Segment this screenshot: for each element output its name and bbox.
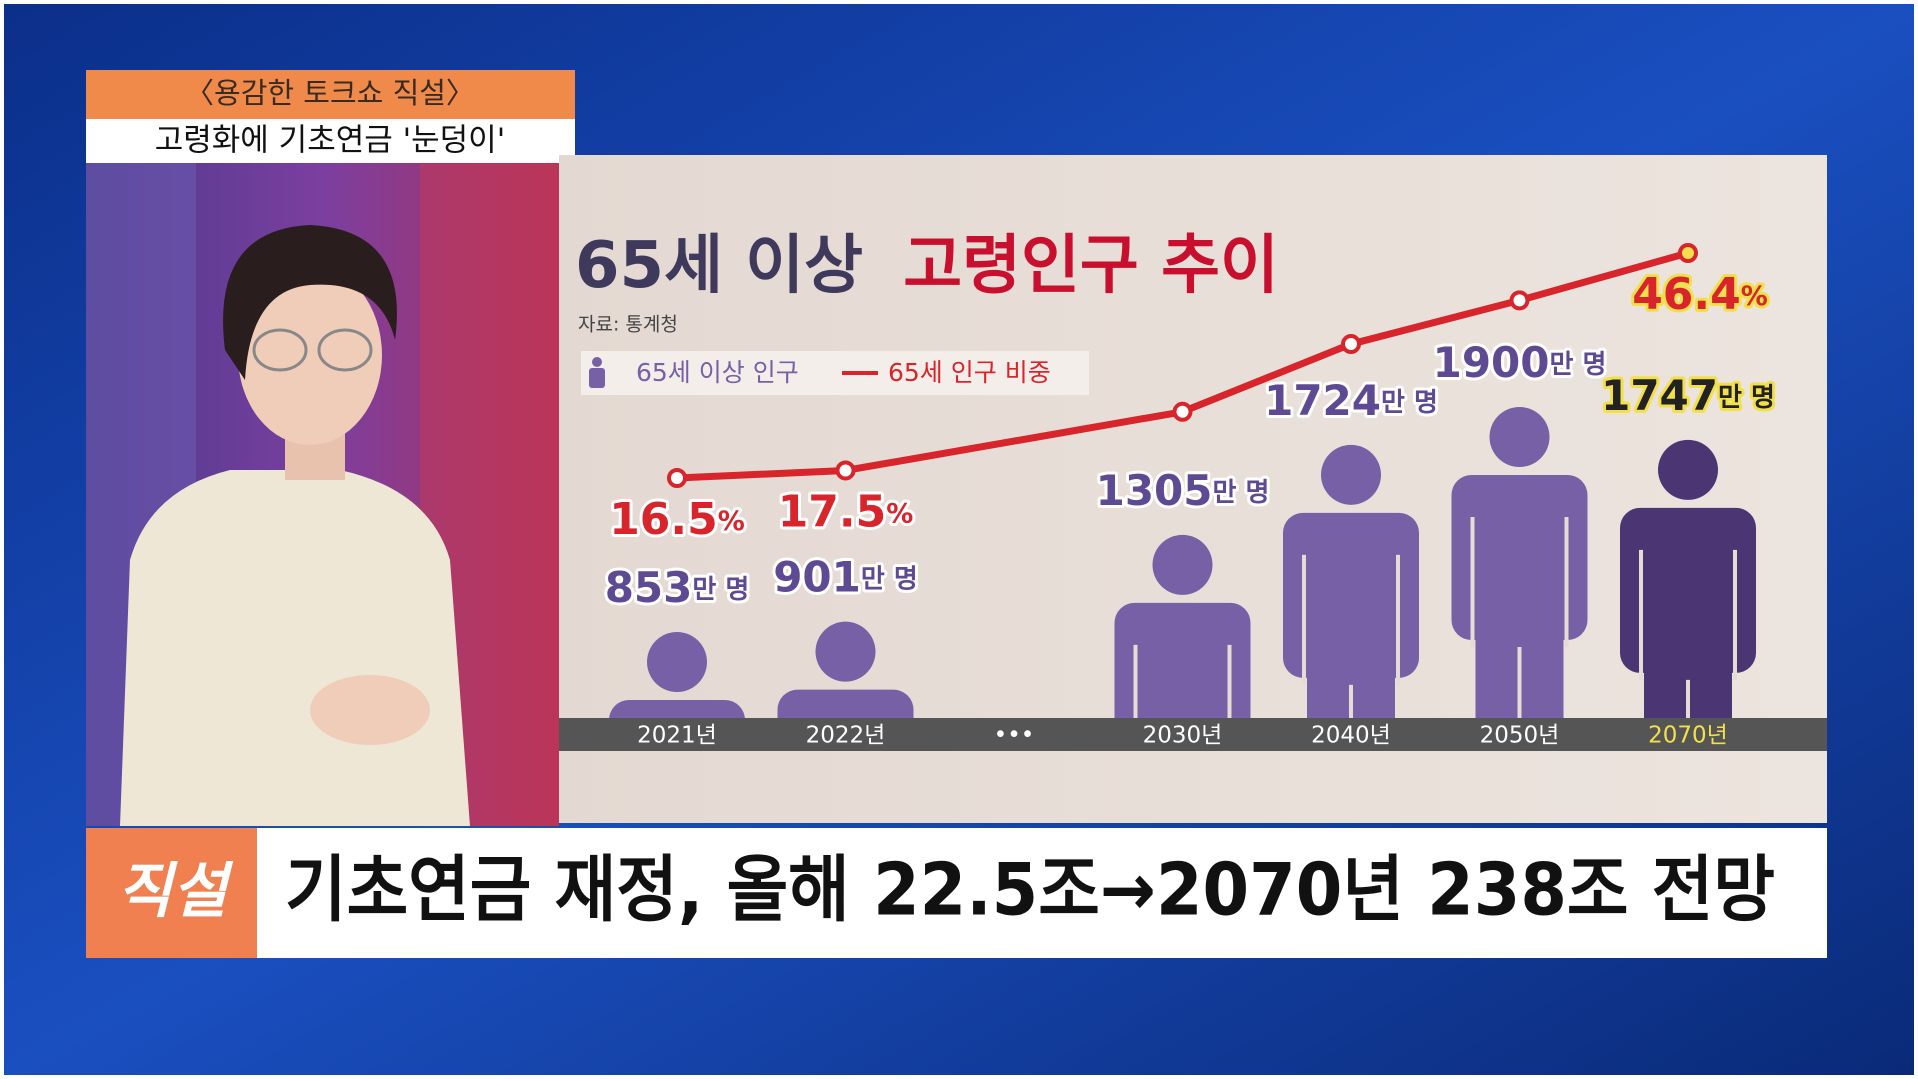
title-highlight: 고령인구 추이 <box>903 229 1279 303</box>
share-label: 46.4% <box>1632 269 1768 320</box>
person-head <box>1489 407 1550 467</box>
headline: 고령화에 기초연금 '눈덩이' <box>155 123 505 159</box>
title-lead: 65세 이상 <box>575 229 863 303</box>
share-line-segment <box>842 408 1186 474</box>
person-body <box>1451 475 1588 640</box>
person-icon <box>609 632 745 718</box>
person-body <box>609 700 745 718</box>
legend-label: 65세 이상 인구 <box>636 358 799 387</box>
person-head <box>647 632 707 692</box>
studio-view <box>86 163 559 826</box>
share-label: 16.5% <box>609 494 745 545</box>
person-arm-gap <box>1133 644 1138 718</box>
overlay: 2021년 2022년 ••• 2030년 2040년 2050년 2070년 853만 명 9… <box>602 243 1778 749</box>
person-arm-gap <box>1396 554 1400 685</box>
share-point <box>1678 243 1698 263</box>
x-tick-label: 2070년 <box>1648 723 1728 749</box>
legend: 65세 이상 인구 65세 인구 비중 <box>581 351 1089 395</box>
share-label: 17.5% <box>778 486 914 537</box>
legend-icon-body <box>589 368 605 388</box>
population-label: 901만 명 <box>773 552 918 601</box>
person-body <box>1620 507 1756 673</box>
plot <box>609 407 1756 718</box>
share-point <box>835 460 856 481</box>
x-tick-label: ••• <box>994 723 1035 749</box>
person-arm-gap <box>1470 517 1475 647</box>
person-leg-gap <box>1686 679 1690 718</box>
person-head <box>1321 444 1381 505</box>
person-icon <box>1283 444 1419 718</box>
person-leg-gap <box>1349 684 1353 718</box>
share-point <box>1172 401 1193 422</box>
tag: 직설 <box>117 857 234 927</box>
headline-banner <box>86 119 575 163</box>
share-point <box>667 468 687 488</box>
person-arm-gap <box>1302 554 1306 685</box>
program-name: 〈용감한 토크쇼 직설〉 <box>185 76 475 110</box>
person-icon <box>1451 407 1588 718</box>
legend-box <box>581 351 1089 395</box>
person-body <box>1283 512 1419 678</box>
person-head <box>1658 439 1718 500</box>
share-line-segment <box>673 466 849 482</box>
caption-bar <box>257 828 1827 958</box>
person-leg-gap <box>1517 647 1522 718</box>
year-bar <box>559 718 1827 751</box>
x-tick-label: 2050년 <box>1480 723 1560 749</box>
person-arm-gap <box>1733 549 1737 680</box>
share-line-segment <box>1347 296 1523 348</box>
person-arm-gap <box>1564 517 1569 647</box>
x-tick-label: 2030년 <box>1143 723 1223 749</box>
person-arm-gap <box>1639 549 1643 680</box>
person-body <box>1114 602 1251 718</box>
person-icon <box>1620 439 1756 718</box>
population-label: 853만 명 <box>605 563 750 612</box>
person-arm-gap <box>1227 644 1232 718</box>
share-line-segment <box>1516 249 1692 304</box>
chart-source: 자료: 통계청 <box>578 314 678 336</box>
person-head <box>815 621 876 682</box>
tag-box <box>86 828 257 958</box>
population-label: 1747만 명 <box>1601 370 1775 419</box>
share-point <box>1341 334 1361 355</box>
caption: 기초연금 재정, 올해 22.5조→2070년 238조 전망 <box>285 848 1775 932</box>
share-line-segment <box>1179 340 1355 416</box>
person-head <box>1152 534 1213 595</box>
program-banner <box>86 70 575 119</box>
share-point <box>1509 290 1530 311</box>
x-tick-label: 2040년 <box>1311 723 1391 749</box>
legend-label: 65세 인구 비중 <box>888 358 1051 387</box>
population-label: 1900만 명 <box>1433 338 1607 387</box>
population-label: 1724만 명 <box>1264 375 1438 424</box>
legend-icon-head <box>592 357 602 367</box>
legend-icon <box>589 357 605 388</box>
person-body <box>777 689 914 718</box>
x-tick-label: 2022년 <box>806 723 886 749</box>
person-icon <box>777 621 914 718</box>
population-label: 1305만 명 <box>1096 465 1270 514</box>
chart-title: 65세 이상 고령인구 추이 <box>575 229 1279 303</box>
person-icon <box>1114 534 1251 718</box>
x-tick-label: 2021년 <box>637 723 717 749</box>
